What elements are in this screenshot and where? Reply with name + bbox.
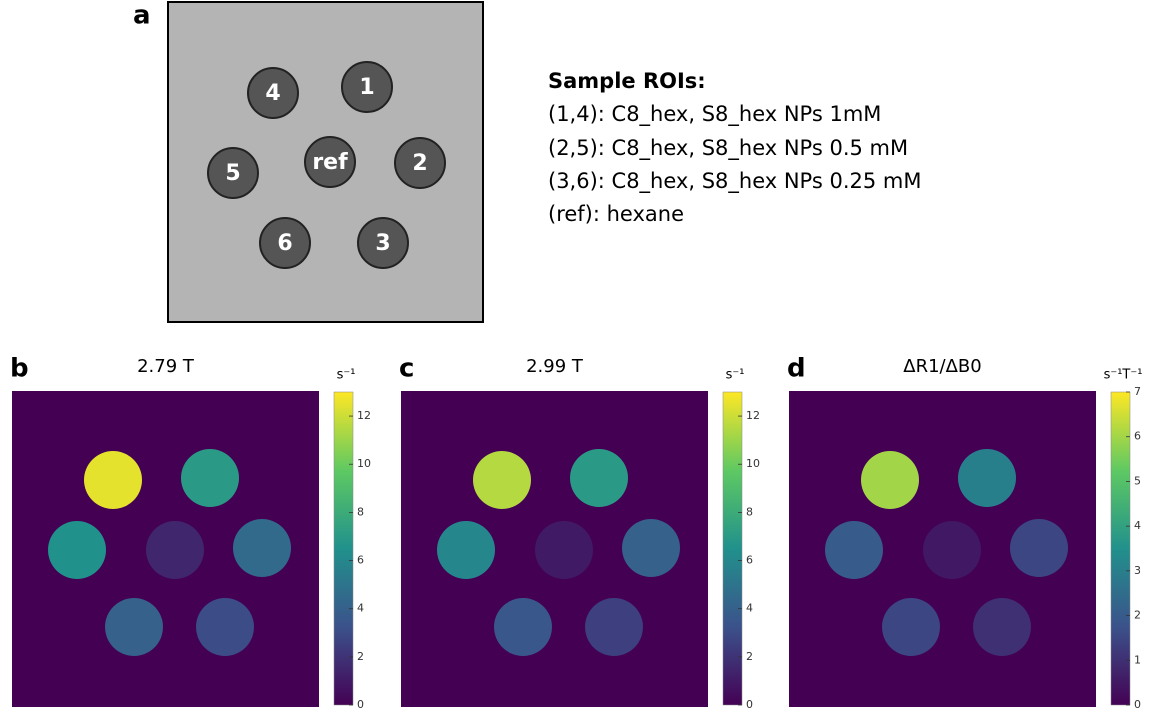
roi-value [233,519,291,577]
legend-line: (3,6): C8_hex, S8_hex NPs 0.25 mM [548,169,921,194]
panel-label: a [133,1,151,31]
colorbar [723,392,742,705]
legend-line: (1,4): C8_hex, S8_hex NPs 1mM [548,102,881,127]
colorbar [334,392,353,705]
roi-value [958,449,1016,507]
roi-label: 1 [359,75,374,100]
roi-label: 3 [375,231,390,256]
colorbar-tick-label: 10 [357,457,371,470]
roi-value [923,521,981,579]
colorbar-unit: s⁻¹ [726,368,745,383]
figure: a Sample ROIs: (1,4): C8_hex, S8_hex NPs… [0,0,1160,711]
map-title: 2.79 T [137,356,195,377]
roi-value [622,519,680,577]
roi-value [570,449,628,507]
roi-value [494,598,552,656]
roi-value [48,521,106,579]
colorbar-tick-label: 6 [357,554,364,567]
colorbar-tick-label: 12 [746,409,760,422]
colorbar-tick-label: 2 [746,650,753,663]
roi-value [973,598,1031,656]
colorbar-unit: s⁻¹T⁻¹ [1104,368,1143,383]
roi-value [437,521,495,579]
panel-label: d [787,354,806,384]
colorbar-tick-label: 7 [1134,385,1141,398]
legend-line: (2,5): C8_hex, S8_hex NPs 0.5 mM [548,136,908,161]
colorbar-tick-label: 5 [1134,474,1141,487]
roi-value [585,598,643,656]
roi-value [84,451,142,509]
map-title: ΔR1/ΔB0 [903,356,981,377]
roi-value [146,521,204,579]
colorbar-unit: s⁻¹ [337,368,356,383]
colorbar-tick-label: 6 [746,554,753,567]
colorbar-tick-label: 12 [357,409,371,422]
roi-value [473,451,531,509]
roi-value [882,598,940,656]
roi-value [535,521,593,579]
colorbar-tick-label: 0 [746,698,753,711]
colorbar-tick-label: 1 [1134,653,1141,666]
colorbar-tick-label: 10 [746,457,760,470]
map-title: 2.99 T [526,356,584,377]
legend-line: (ref): hexane [548,202,684,226]
panel-label: c [399,354,414,384]
colorbar-tick-label: 4 [1134,519,1141,532]
colorbar-tick-label: 0 [357,698,364,711]
roi-value [825,521,883,579]
colorbar-tick-label: 8 [357,505,364,518]
roi-value [181,449,239,507]
roi-value [196,598,254,656]
colorbar-tick-label: 6 [1134,430,1141,443]
colorbar-tick-label: 4 [746,602,753,615]
colorbar [1111,392,1130,705]
panel-label: b [10,354,29,384]
roi-label: 4 [265,81,280,106]
roi-value [1010,519,1068,577]
roi-value [861,451,919,509]
colorbar-tick-label: 4 [357,602,364,615]
roi-label: ref [312,150,348,175]
colorbar-tick-label: 2 [1134,609,1141,622]
colorbar-tick-label: 2 [357,650,364,663]
colorbar-tick-label: 0 [1134,698,1141,711]
roi-label: 6 [277,231,292,256]
roi-value [105,598,163,656]
legend-title: Sample ROIs: [548,69,706,93]
colorbar-tick-label: 8 [746,505,753,518]
roi-label: 5 [225,161,240,186]
colorbar-tick-label: 3 [1134,564,1141,577]
roi-label: 2 [412,151,427,176]
